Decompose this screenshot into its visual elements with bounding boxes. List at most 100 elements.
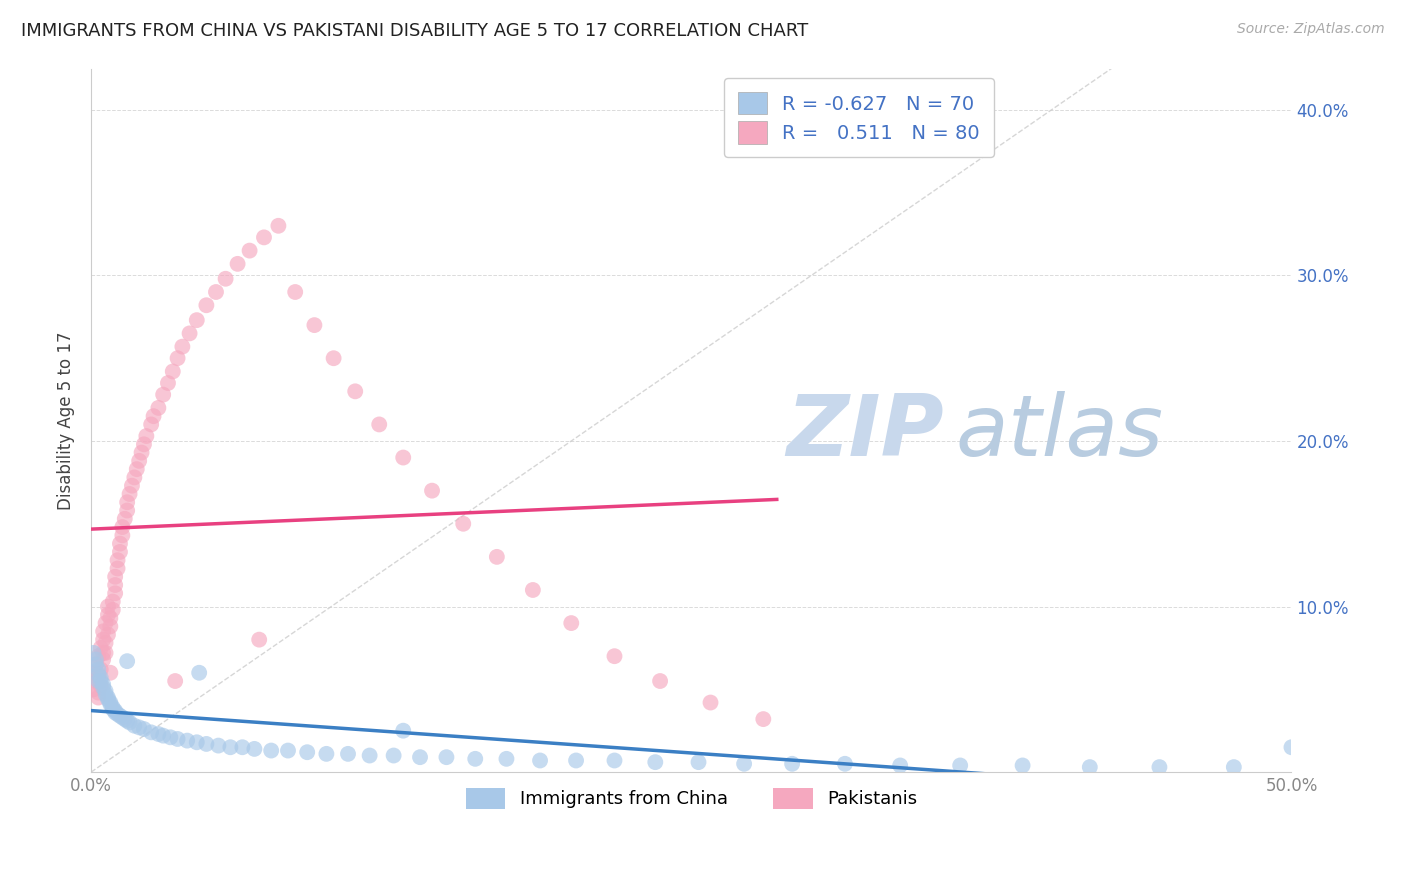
Point (1149, 760, 1171, 774)
Point (104, 706, 127, 720)
Point (98, 619, 121, 633)
Y-axis label: Disability Age 5 to 17: Disability Age 5 to 17 (58, 331, 75, 509)
Point (94, 616, 117, 631)
Point (118, 487, 141, 501)
Point (87, 690, 110, 705)
Point (115, 503, 138, 517)
Point (84, 673, 107, 688)
Point (90, 671, 112, 685)
Point (304, 318, 326, 332)
Point (156, 376, 179, 390)
Point (142, 409, 165, 424)
Point (152, 729, 174, 743)
Point (124, 470, 146, 484)
Point (108, 708, 131, 723)
Point (104, 578, 127, 592)
Point (495, 752, 517, 766)
Text: ZIP: ZIP (786, 392, 943, 475)
Point (166, 731, 188, 746)
Point (603, 754, 626, 768)
Point (97, 690, 120, 705)
Point (214, 272, 236, 286)
Point (107, 561, 129, 575)
Text: Source: ZipAtlas.com: Source: ZipAtlas.com (1237, 22, 1385, 37)
Point (94, 636, 117, 650)
Point (295, 745, 318, 759)
Point (101, 603, 124, 617)
Point (91, 632, 114, 647)
Point (247, 632, 270, 647)
Point (529, 754, 551, 768)
Point (752, 712, 775, 726)
Point (219, 740, 242, 755)
Point (94, 684, 117, 698)
Point (392, 723, 415, 738)
Point (260, 743, 283, 757)
Point (98, 611, 121, 625)
Point (159, 731, 181, 745)
Point (392, 450, 415, 465)
Point (108, 545, 131, 559)
Point (172, 340, 194, 354)
Point (111, 520, 134, 534)
Point (83, 682, 105, 697)
Point (359, 748, 381, 763)
Point (104, 704, 127, 718)
Point (101, 702, 124, 716)
Point (243, 742, 266, 756)
Point (108, 536, 131, 550)
Point (90, 640, 112, 655)
Point (186, 313, 208, 327)
Point (121, 478, 143, 492)
Point (84, 652, 107, 666)
Point (98, 665, 121, 680)
Point (114, 712, 136, 726)
Point (644, 755, 666, 769)
Point (166, 351, 188, 366)
Point (111, 710, 134, 724)
Point (132, 437, 155, 451)
Point (1281, 740, 1303, 755)
Point (135, 429, 157, 443)
Text: IMMIGRANTS FROM CHINA VS PAKISTANI DISABILITY AGE 5 TO 17 CORRELATION CHART: IMMIGRANTS FROM CHINA VS PAKISTANI DISAB… (21, 22, 808, 40)
Point (603, 649, 626, 664)
Point (152, 387, 174, 401)
Point (186, 735, 208, 749)
Point (115, 495, 138, 509)
Point (131, 445, 153, 459)
Point (253, 230, 276, 244)
Point (115, 654, 138, 668)
Point (115, 714, 138, 728)
Point (91, 646, 114, 660)
Point (87, 667, 110, 681)
Point (409, 750, 432, 764)
Point (98, 696, 121, 710)
Point (176, 733, 198, 747)
Point (97, 628, 120, 642)
Point (436, 750, 458, 764)
Point (97, 692, 120, 706)
Text: atlas: atlas (955, 392, 1163, 475)
Point (83, 646, 105, 660)
Point (111, 528, 134, 542)
Point (90, 673, 112, 688)
Point (84, 657, 107, 672)
Point (124, 719, 146, 733)
Point (485, 549, 508, 564)
Point (205, 285, 228, 299)
Point (125, 462, 148, 476)
Point (101, 594, 124, 608)
Point (98, 697, 121, 711)
Point (733, 756, 755, 771)
Point (207, 739, 229, 753)
Point (97, 607, 120, 622)
Point (344, 384, 367, 399)
Point (87, 685, 110, 699)
Point (148, 401, 170, 415)
Point (141, 417, 163, 432)
Point (87, 649, 110, 664)
Point (83, 665, 105, 680)
Point (132, 722, 155, 736)
Point (165, 673, 187, 688)
Point (239, 244, 262, 258)
